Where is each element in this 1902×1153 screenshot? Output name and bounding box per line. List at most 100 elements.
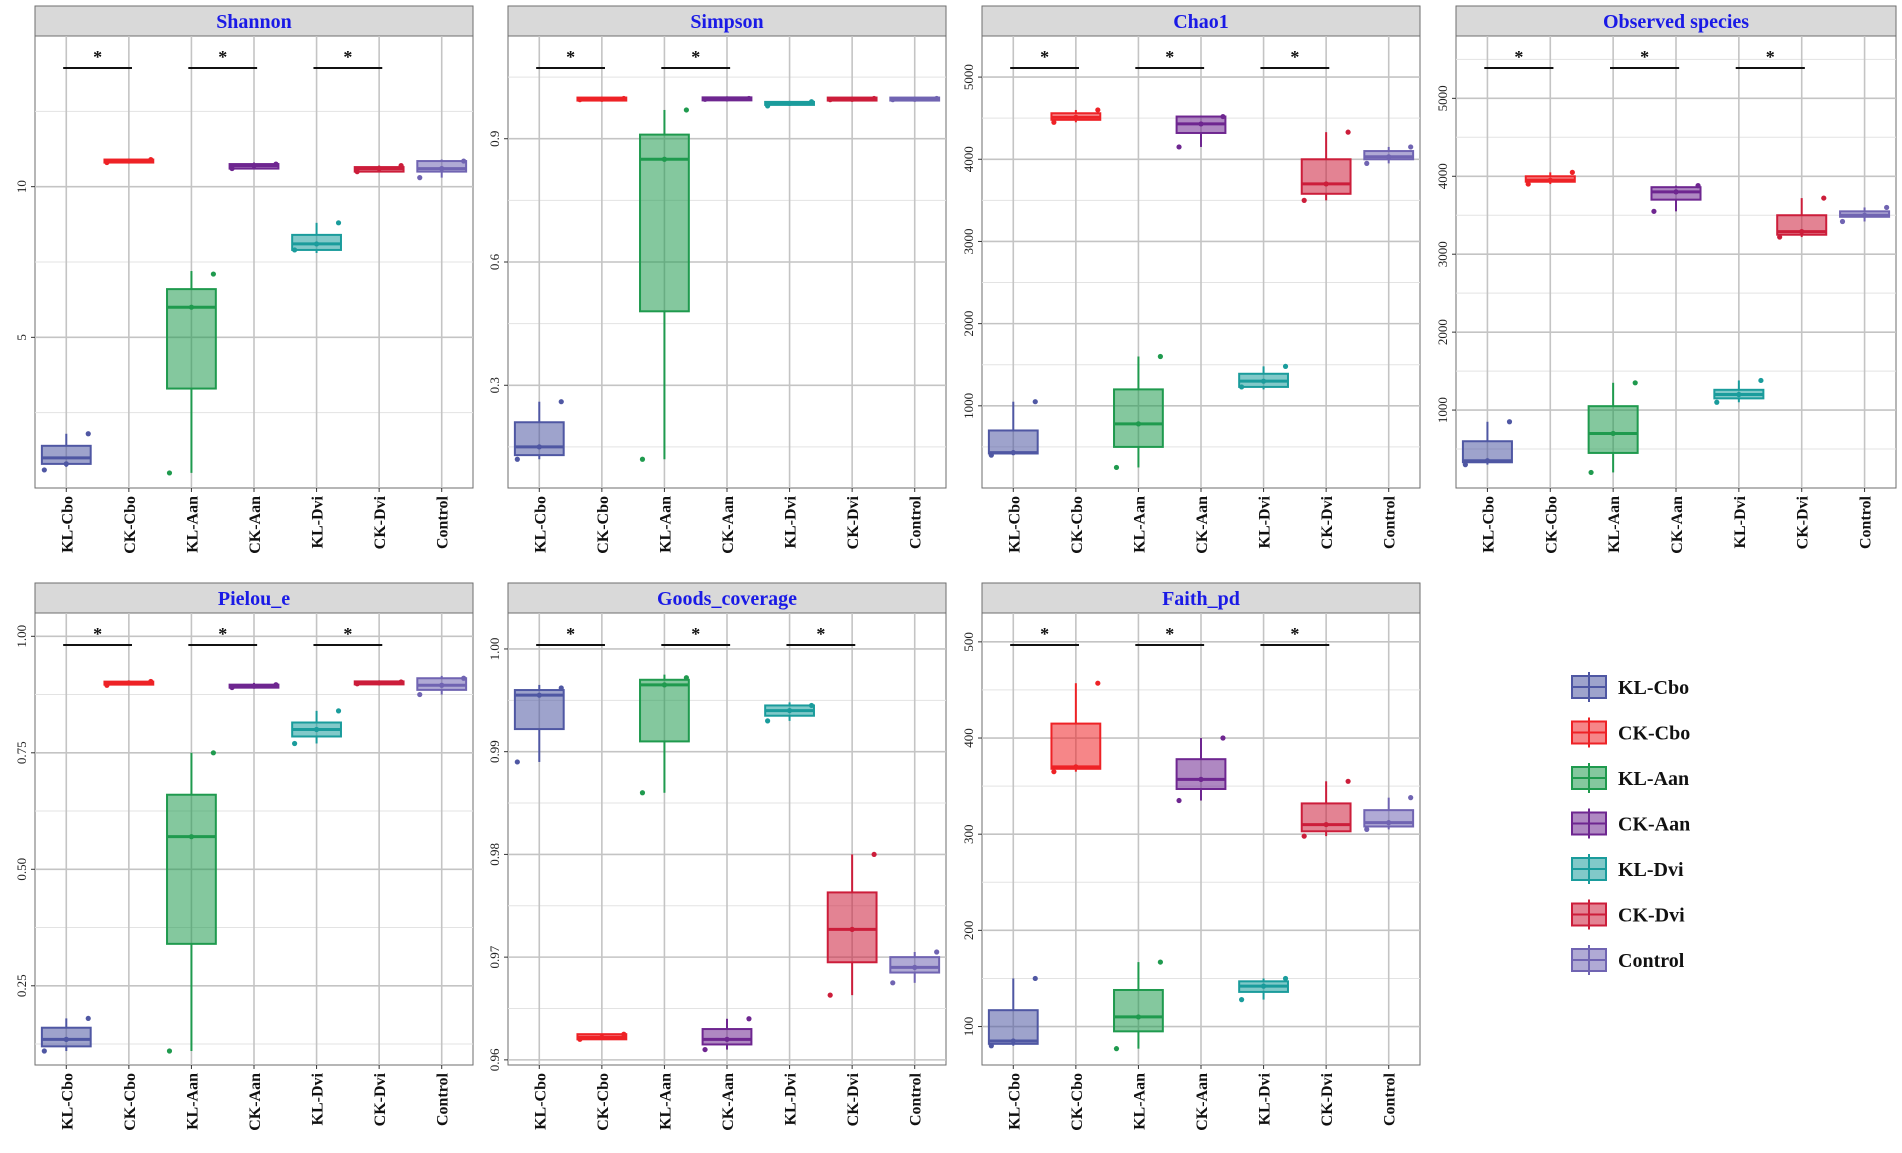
data-point <box>514 759 520 765</box>
data-point <box>1799 229 1805 235</box>
data-point <box>104 682 110 688</box>
data-point <box>166 1048 173 1054</box>
y-tick-label: 400 <box>961 728 976 748</box>
box-kl-dvi <box>1713 377 1765 405</box>
data-point <box>988 1043 994 1049</box>
data-point <box>1364 826 1370 832</box>
panel-strip-faith-pd <box>981 582 1421 614</box>
y-tick-label: 0.97 <box>487 945 502 968</box>
panel-strip-simpson <box>507 5 947 37</box>
significance-label: * <box>566 624 575 644</box>
data-point <box>1135 421 1142 427</box>
data-point <box>746 1016 752 1022</box>
panel-simpson: Simpson 0.3 0.6 0.9 KL-Cbo CK-Cbo KL-Aan CK-Aan… <box>487 5 947 554</box>
data-point <box>1632 380 1638 386</box>
box-control <box>889 949 941 986</box>
data-point <box>934 949 940 955</box>
significance-label: * <box>1165 47 1174 67</box>
box-kl-dvi <box>291 708 342 747</box>
x-tick-label-ck-dvi: CK-Dvi <box>1319 495 1336 549</box>
box-ck-dvi <box>353 679 405 687</box>
y-tick-label: 1000 <box>1435 397 1450 423</box>
box-control <box>416 158 468 181</box>
data-point <box>1323 821 1329 828</box>
panel-strip-shannon <box>34 5 474 37</box>
x-tick-label-kl-aan: KL-Aan <box>184 496 201 553</box>
box-body <box>40 444 92 465</box>
y-tick-label: 3000 <box>961 228 976 254</box>
x-tick-label-ck-dvi: CK-Dvi <box>1795 495 1812 549</box>
y-tick-label: 300 <box>961 824 976 844</box>
panel-pielou-e: Pielou_e 0.25 0.50 0.75 1.00 KL-Cbo CK-Cbo KL-A… <box>14 582 474 1131</box>
significance-label: * <box>691 47 700 67</box>
box-kl-cbo <box>513 399 565 462</box>
data-point <box>1157 959 1163 965</box>
y-tick-label: 3000 <box>1435 241 1450 267</box>
box-kl-aan <box>166 750 217 1054</box>
data-point <box>599 1034 605 1040</box>
y-tick-label: 0.6 <box>487 253 502 270</box>
data-point <box>1714 399 1720 405</box>
box-kl-aan <box>639 107 690 462</box>
data-point <box>871 95 877 102</box>
box-kl-dvi <box>764 99 815 109</box>
significance-label: * <box>1290 47 1299 67</box>
data-point <box>1569 169 1575 175</box>
box-kl-dvi <box>1238 363 1289 390</box>
y-tick-label: 4000 <box>1435 163 1450 189</box>
box-ck-dvi <box>826 95 878 103</box>
y-tick-label: 1000 <box>961 393 976 419</box>
box-body <box>1050 722 1102 770</box>
data-point <box>599 96 605 102</box>
box-ck-cbo <box>1050 680 1102 775</box>
box-ck-aan <box>1650 183 1702 214</box>
data-point <box>786 100 793 106</box>
data-point <box>376 680 382 686</box>
box-body <box>1113 988 1164 1033</box>
data-point <box>912 96 918 102</box>
data-point <box>1113 1046 1120 1052</box>
x-tick-label-ck-aan: CK-Aan <box>1194 496 1211 554</box>
significance-label: * <box>1040 624 1049 644</box>
panel-strip-observed-species <box>1455 5 1897 37</box>
data-point <box>1345 778 1351 784</box>
box-control <box>1363 144 1415 166</box>
box-ck-cbo <box>1050 107 1102 125</box>
data-point <box>1260 983 1267 989</box>
box-ck-aan <box>228 682 280 691</box>
legend-label: Control <box>1618 950 1685 972</box>
box-ck-aan <box>1175 113 1227 150</box>
data-point <box>1323 181 1329 187</box>
data-point <box>85 1015 91 1022</box>
data-point <box>1301 197 1307 203</box>
y-tick-label: 0.96 <box>487 1048 502 1071</box>
data-point <box>104 159 110 166</box>
data-point <box>1364 160 1370 166</box>
legend-item-kl-aan: KL-Aan <box>1571 763 1689 793</box>
data-point <box>85 431 91 437</box>
data-point <box>1135 1014 1142 1020</box>
data-point <box>1282 363 1289 369</box>
data-point <box>536 444 542 450</box>
x-tick-label-kl-aan: KL-Aan <box>1606 496 1623 553</box>
data-point <box>1386 154 1392 160</box>
panel-title-chao1: Chao1 <box>1173 11 1229 33</box>
data-point <box>786 707 793 714</box>
y-tick-label: 500 <box>961 632 976 652</box>
data-point <box>1198 121 1204 127</box>
data-point <box>335 708 342 714</box>
data-point <box>1301 833 1307 839</box>
box-ck-aan <box>1175 735 1227 804</box>
data-point <box>148 156 154 163</box>
y-tick-label: 100 <box>961 1017 976 1037</box>
box-ck-dvi <box>353 162 405 175</box>
data-point <box>1506 419 1513 425</box>
box-body <box>1587 405 1639 454</box>
y-tick-label: 0.3 <box>487 377 502 393</box>
data-point <box>1462 462 1468 468</box>
data-point <box>1386 820 1392 826</box>
panel-title-pielou-e: Pielou_e <box>218 588 290 610</box>
legend-label: CK-Aan <box>1618 814 1690 836</box>
data-point <box>1176 797 1182 804</box>
